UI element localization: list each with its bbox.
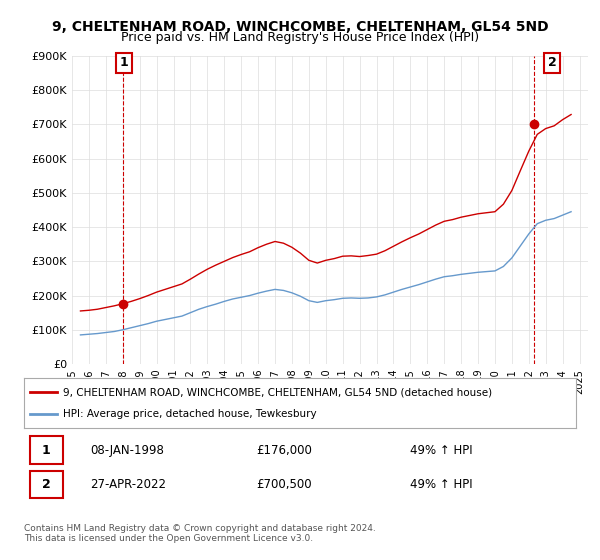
Text: 9, CHELTENHAM ROAD, WINCHCOMBE, CHELTENHAM, GL54 5ND (detached house): 9, CHELTENHAM ROAD, WINCHCOMBE, CHELTENH… [62, 387, 492, 397]
Text: £700,500: £700,500 [256, 478, 311, 491]
FancyBboxPatch shape [29, 470, 62, 498]
Text: 9, CHELTENHAM ROAD, WINCHCOMBE, CHELTENHAM, GL54 5ND: 9, CHELTENHAM ROAD, WINCHCOMBE, CHELTENH… [52, 20, 548, 34]
Text: 08-JAN-1998: 08-JAN-1998 [90, 444, 164, 456]
Text: 2: 2 [42, 478, 50, 491]
Text: £176,000: £176,000 [256, 444, 312, 456]
Text: HPI: Average price, detached house, Tewkesbury: HPI: Average price, detached house, Tewk… [62, 409, 316, 419]
Text: Contains HM Land Registry data © Crown copyright and database right 2024.
This d: Contains HM Land Registry data © Crown c… [24, 524, 376, 543]
Text: 27-APR-2022: 27-APR-2022 [90, 478, 166, 491]
Text: 1: 1 [120, 56, 128, 69]
Text: 49% ↑ HPI: 49% ↑ HPI [410, 478, 473, 491]
Text: 49% ↑ HPI: 49% ↑ HPI [410, 444, 473, 456]
Text: 2: 2 [548, 56, 556, 69]
Text: Price paid vs. HM Land Registry's House Price Index (HPI): Price paid vs. HM Land Registry's House … [121, 31, 479, 44]
FancyBboxPatch shape [29, 436, 62, 464]
Text: 1: 1 [42, 444, 50, 456]
